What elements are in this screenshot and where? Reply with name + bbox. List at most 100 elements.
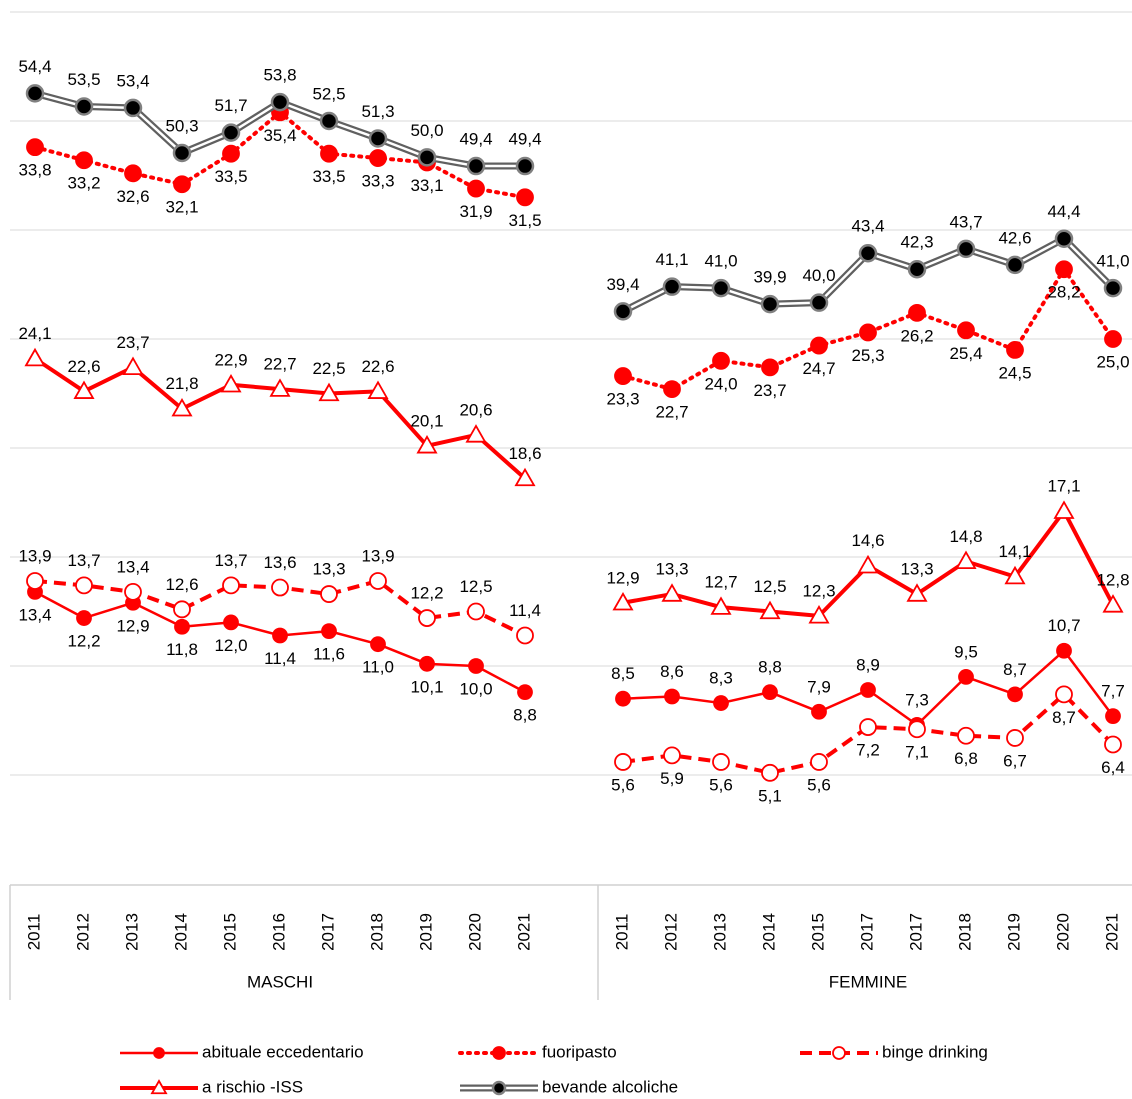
data-label: 25,0	[1096, 352, 1129, 371]
x-tick-label: 2015	[220, 913, 239, 951]
data-label: 12,3	[802, 581, 835, 600]
data-label: 11,8	[166, 640, 198, 659]
marker	[857, 554, 879, 574]
marker	[514, 467, 536, 487]
data-label: 13,3	[900, 560, 933, 579]
marker	[808, 605, 830, 624]
marker	[664, 688, 680, 705]
marker	[321, 623, 337, 640]
data-label: 28,2	[1047, 283, 1080, 302]
marker	[662, 277, 682, 296]
data-label: 8,9	[856, 655, 880, 674]
marker	[1104, 330, 1122, 348]
marker	[419, 655, 435, 672]
marker	[710, 596, 732, 615]
data-label: 12,5	[753, 577, 786, 596]
data-label: 17,1	[1047, 477, 1080, 496]
data-label: 24,0	[704, 374, 737, 393]
data-label: 12,9	[116, 616, 149, 635]
data-label: 12,7	[704, 573, 737, 592]
data-label: 50,0	[410, 121, 443, 140]
data-label: 41,0	[1096, 252, 1129, 271]
data-label: 13,4	[18, 605, 51, 624]
marker	[369, 149, 387, 167]
marker	[1007, 686, 1023, 703]
data-label: 24,5	[998, 363, 1031, 382]
data-label: 43,7	[949, 212, 982, 231]
data-label: 13,7	[214, 551, 247, 570]
data-label: 7,3	[905, 690, 929, 709]
marker	[1054, 229, 1074, 248]
marker	[663, 746, 681, 765]
data-label: 31,5	[508, 211, 541, 230]
marker	[1053, 500, 1075, 519]
x-tick-label: 2011	[24, 914, 43, 951]
marker	[24, 347, 46, 367]
x-tick-label: 2021	[514, 913, 533, 951]
marker	[171, 397, 193, 417]
marker	[810, 753, 828, 771]
data-label: 24,1	[18, 324, 51, 343]
data-label: 49,4	[459, 130, 492, 149]
marker	[367, 380, 389, 399]
data-label: 8,5	[611, 664, 635, 683]
marker	[370, 636, 386, 653]
data-label: 5,6	[807, 775, 831, 794]
data-label: 23,3	[606, 390, 639, 409]
data-label: 42,3	[900, 233, 933, 252]
data-label: 33,3	[361, 172, 394, 191]
marker	[1006, 729, 1024, 747]
marker	[319, 111, 339, 131]
data-label: 40,0	[802, 266, 835, 285]
marker	[516, 626, 534, 645]
data-label: 39,9	[753, 268, 786, 287]
marker	[468, 658, 484, 674]
x-tick-label: 2021	[1102, 913, 1121, 951]
data-label: 8,8	[513, 706, 537, 725]
marker	[271, 578, 289, 597]
x-tick-label: 2019	[1004, 913, 1023, 951]
data-label: 6,7	[1003, 751, 1027, 770]
data-label: 12,0	[214, 636, 247, 655]
data-label: 8,6	[660, 662, 684, 681]
x-tick-label: 2011	[612, 914, 631, 951]
x-tick-label: 2014	[171, 913, 190, 951]
marker	[1102, 594, 1124, 613]
marker	[269, 378, 291, 397]
data-label: 13,7	[67, 551, 100, 570]
data-label: 22,6	[67, 357, 100, 376]
marker	[221, 123, 241, 142]
marker	[712, 753, 730, 771]
marker	[220, 373, 242, 393]
marker	[1105, 708, 1121, 725]
marker	[761, 358, 779, 377]
x-tick-label: 2012	[73, 913, 92, 951]
data-label: 31,9	[459, 202, 492, 221]
x-tick-label: 2019	[416, 913, 435, 951]
marker	[908, 303, 926, 322]
data-label: 32,1	[165, 198, 198, 217]
data-label: 33,2	[67, 174, 100, 193]
marker	[1104, 735, 1122, 754]
data-label: 25,3	[851, 346, 884, 365]
marker	[75, 576, 93, 595]
x-tick-label: 2020	[1053, 913, 1072, 951]
legend-marker	[492, 1046, 506, 1060]
marker	[173, 175, 191, 194]
data-label: 5,6	[709, 775, 733, 794]
legend-label: abituale eccedentario	[202, 1042, 364, 1061]
marker	[416, 435, 438, 454]
data-label: 12,2	[410, 584, 443, 603]
legend-marker	[150, 1079, 168, 1095]
x-tick-label: 2013	[710, 913, 729, 951]
data-label: 51,7	[214, 96, 247, 115]
marker	[712, 351, 730, 370]
marker	[614, 753, 632, 771]
marker	[955, 550, 977, 570]
data-label: 22,7	[655, 403, 688, 422]
data-label: 5,9	[660, 769, 684, 788]
marker	[223, 614, 239, 631]
x-tick-label: 2017	[857, 913, 876, 951]
marker	[465, 424, 487, 443]
marker	[222, 576, 240, 595]
